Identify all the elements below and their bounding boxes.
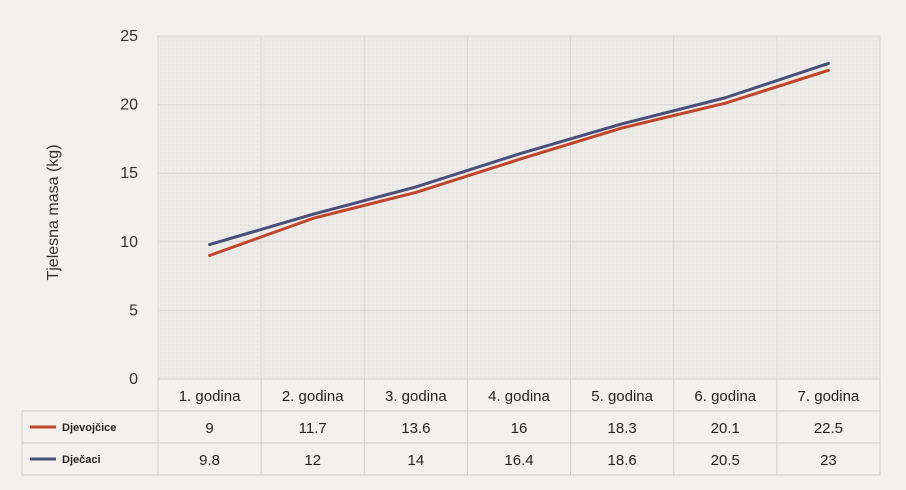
data-value-label: 18.6: [608, 452, 637, 469]
category-label: 3. godina: [385, 388, 447, 405]
series-lines: [208, 61, 830, 258]
data-value-label: 20.5: [711, 452, 740, 469]
data-value-label: 23: [820, 452, 837, 469]
series-line: [208, 68, 830, 258]
legend-label: Dječaci: [62, 454, 101, 466]
y-axis: 0 5 10 15 20 25: [120, 28, 138, 388]
data-value-label: 9.8: [199, 452, 220, 469]
y-tick-label: 20: [120, 97, 138, 114]
y-tick-label: 10: [120, 234, 138, 251]
y-tick-label: 15: [120, 165, 138, 182]
data-value-label: 13.6: [401, 420, 430, 437]
category-label: 4. godina: [488, 388, 550, 405]
data-value-label: 16: [511, 420, 528, 437]
category-label: 1. godina: [179, 388, 241, 405]
category-label: 7. godina: [798, 388, 860, 405]
data-value-label: 14: [408, 452, 425, 469]
category-label: 6. godina: [694, 388, 756, 405]
y-tick-label: 25: [120, 28, 138, 45]
y-axis-label: Tjelesna masa (kg): [45, 144, 62, 280]
y-tick-label: 0: [129, 371, 138, 388]
category-label: 5. godina: [591, 388, 653, 405]
data-value-label: 20.1: [711, 420, 740, 437]
data-value-label: 12: [304, 452, 321, 469]
data-value-label: 22.5: [814, 420, 843, 437]
series-line: [208, 61, 830, 247]
legend-label: Djevojčice: [62, 422, 116, 434]
data-value-label: 18.3: [608, 420, 637, 437]
data-value-label: 9: [205, 420, 213, 437]
data-value-label: 16.4: [504, 452, 533, 469]
y-tick-label: 5: [129, 302, 138, 319]
category-label: 2. godina: [282, 388, 344, 405]
data-table: 1. godina 2. godina 3. godina 4. godina 5. g…: [21, 378, 881, 476]
data-value-label: 11.7: [299, 420, 327, 437]
